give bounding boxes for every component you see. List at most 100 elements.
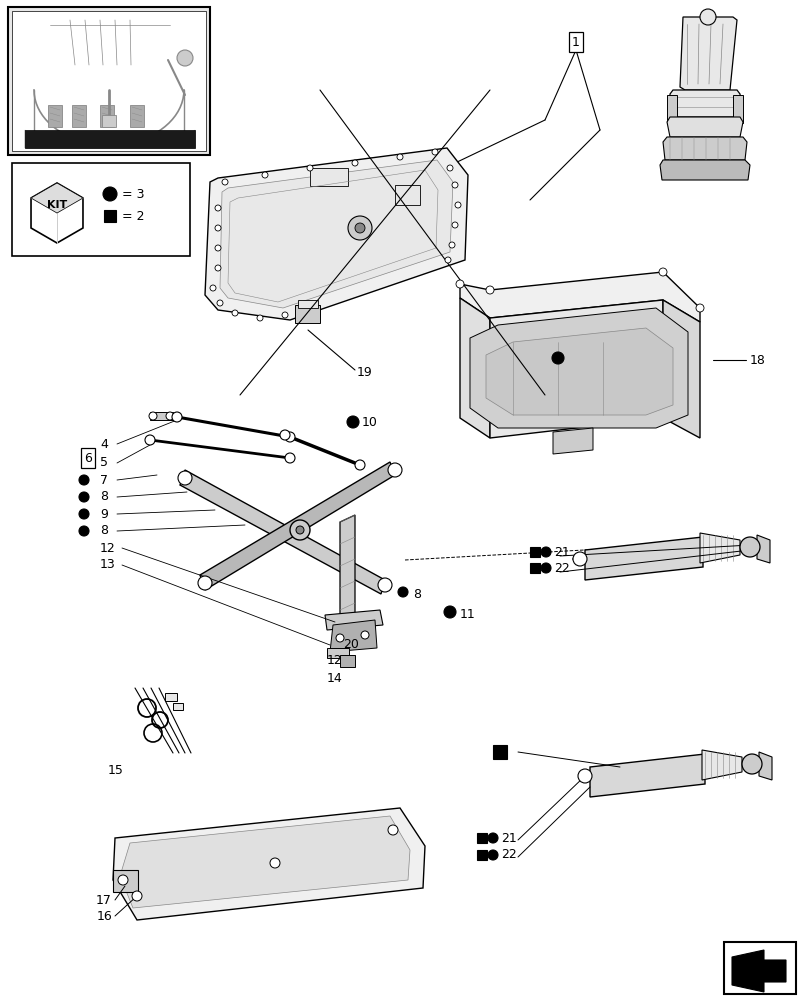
Polygon shape [25,130,195,148]
Circle shape [445,257,451,263]
Circle shape [177,50,193,66]
Circle shape [486,286,494,294]
Polygon shape [667,117,743,137]
Text: 22: 22 [501,848,517,861]
Bar [395,185,420,205]
Text: = 2: = 2 [122,210,145,223]
Text: 16: 16 [96,910,112,922]
Bar [165,693,177,701]
Circle shape [452,182,458,188]
Circle shape [444,606,456,618]
Bar [100,105,114,127]
Polygon shape [585,537,703,580]
Text: 19: 19 [357,366,372,379]
Polygon shape [460,272,700,322]
Circle shape [378,578,392,592]
Polygon shape [680,17,737,90]
Circle shape [348,216,372,240]
Polygon shape [590,754,705,797]
Circle shape [210,285,216,291]
Circle shape [398,587,408,597]
Text: 9: 9 [100,508,108,520]
Bar [477,833,487,843]
Polygon shape [180,470,385,594]
Text: 5: 5 [100,456,108,470]
Polygon shape [490,300,663,438]
Circle shape [215,225,221,231]
Circle shape [488,850,498,860]
Polygon shape [553,428,593,454]
Bar [12,11,206,151]
Circle shape [388,463,402,477]
Text: 22: 22 [554,562,570,574]
Polygon shape [700,533,740,563]
Bar [8,7,210,155]
Polygon shape [31,183,83,243]
Text: 8: 8 [100,524,108,538]
Bar [530,563,540,573]
Polygon shape [340,515,355,635]
Circle shape [290,520,310,540]
Bar [724,942,796,994]
Circle shape [103,187,117,201]
Bar [113,870,138,892]
Text: 15: 15 [108,764,124,776]
Bar [48,105,62,127]
Text: 8: 8 [413,588,421,601]
Text: 13: 13 [100,558,116,572]
Circle shape [79,509,89,519]
Circle shape [700,9,716,25]
Circle shape [280,430,290,440]
Circle shape [178,471,192,485]
Polygon shape [150,412,173,420]
Bar [327,648,349,658]
Text: 21: 21 [501,832,517,844]
Circle shape [296,526,304,534]
Bar [298,300,318,308]
Circle shape [118,875,128,885]
Polygon shape [205,148,468,320]
Circle shape [447,165,453,171]
Text: KIT: KIT [47,200,67,210]
Text: 12: 12 [100,542,116,554]
Text: 14: 14 [327,672,343,684]
Text: 12: 12 [327,654,343,666]
Text: 10: 10 [362,416,378,428]
Circle shape [347,416,359,428]
Polygon shape [113,808,425,920]
Polygon shape [670,90,743,117]
Bar [530,547,540,557]
Text: 17: 17 [96,894,112,906]
Circle shape [270,858,280,868]
Circle shape [432,149,438,155]
Circle shape [285,432,295,442]
Polygon shape [120,816,410,908]
Circle shape [456,280,464,288]
Circle shape [132,891,142,901]
Circle shape [336,634,344,642]
Text: 20: 20 [343,639,359,652]
Circle shape [541,547,551,557]
Bar [295,305,320,323]
Circle shape [355,223,365,233]
Circle shape [215,245,221,251]
Circle shape [232,310,238,316]
Bar [493,745,507,759]
Circle shape [388,825,398,835]
Polygon shape [31,183,83,213]
Polygon shape [732,950,786,992]
Circle shape [79,526,89,536]
Circle shape [166,412,174,420]
Circle shape [79,475,89,485]
Circle shape [659,268,667,276]
Bar [477,850,487,860]
Circle shape [262,172,268,178]
Bar [667,95,677,123]
Polygon shape [660,160,750,180]
Bar [130,105,144,127]
Circle shape [222,179,228,185]
Circle shape [352,160,358,166]
Circle shape [397,154,403,160]
Text: 7: 7 [100,474,108,487]
Bar [12,163,190,256]
